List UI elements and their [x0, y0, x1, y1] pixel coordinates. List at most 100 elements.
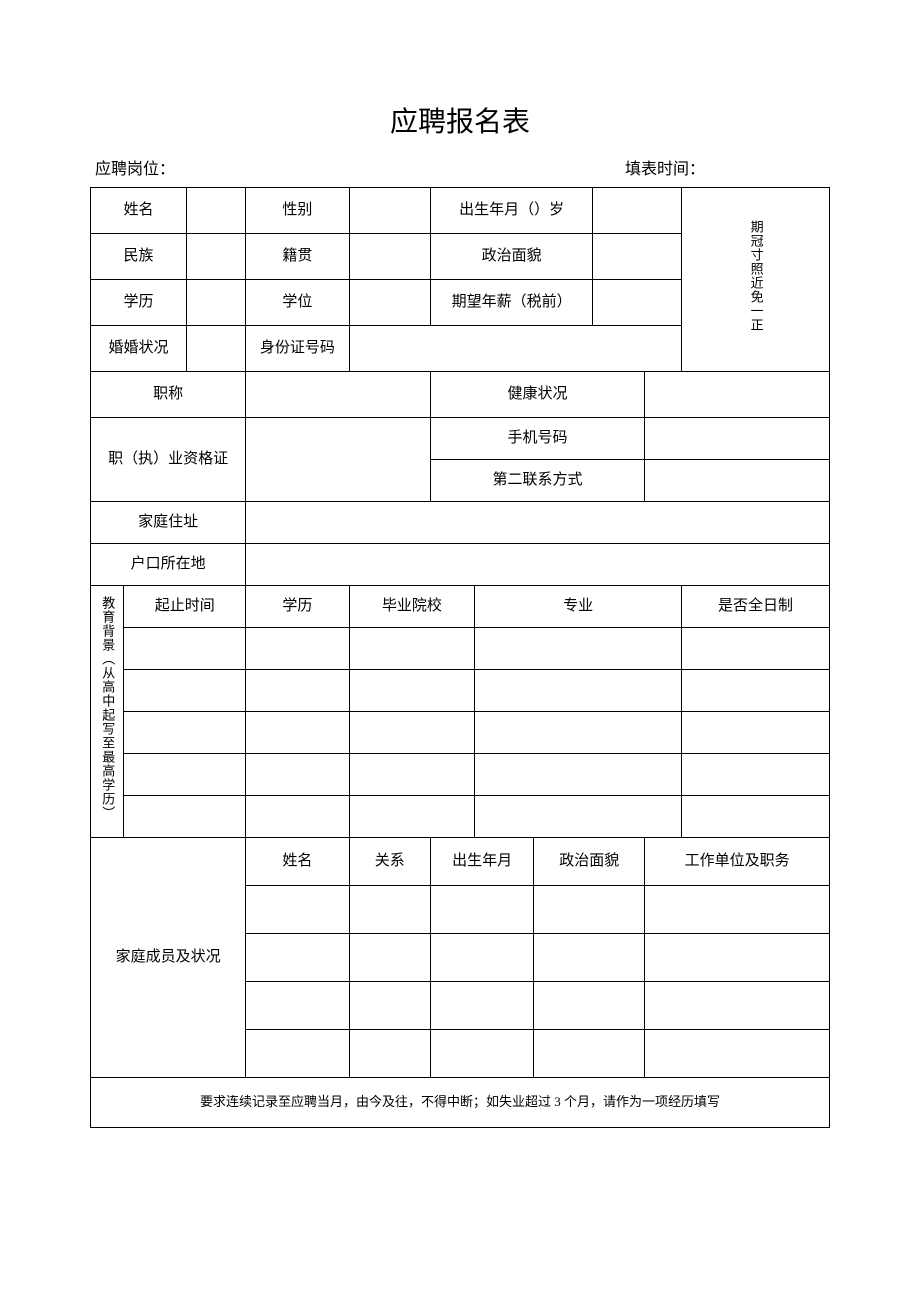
edu-row[interactable] [475, 670, 682, 712]
label-job-title: 职称 [91, 372, 246, 418]
edu-row[interactable] [246, 712, 349, 754]
edu-row[interactable] [124, 712, 246, 754]
position-label: 应聘岗位： [95, 155, 175, 179]
input-job-title[interactable] [246, 372, 431, 418]
input-id[interactable] [349, 326, 681, 372]
label-fam-name: 姓名 [246, 838, 349, 886]
edu-row[interactable] [246, 796, 349, 838]
input-mobile[interactable] [645, 418, 830, 460]
input-qualification[interactable] [246, 418, 431, 502]
fam-row[interactable] [349, 982, 430, 1030]
input-hukou[interactable] [246, 544, 830, 586]
form-title: 应聘报名表 [90, 100, 830, 140]
header-row: 应聘岗位： 填表时间： [90, 155, 830, 179]
edu-row[interactable] [349, 628, 475, 670]
label-birth: 出生年月（）岁 [430, 188, 593, 234]
edu-row[interactable] [682, 712, 830, 754]
input-ethnicity[interactable] [187, 234, 246, 280]
label-education: 学历 [91, 280, 187, 326]
label-fulltime: 是否全日制 [682, 586, 830, 628]
label-native-place: 籍贯 [246, 234, 349, 280]
edu-row[interactable] [349, 754, 475, 796]
input-education[interactable] [187, 280, 246, 326]
input-home-address[interactable] [246, 502, 830, 544]
label-id: 身份证号码 [246, 326, 349, 372]
edu-row[interactable] [682, 754, 830, 796]
fam-row[interactable] [430, 934, 533, 982]
photo-area[interactable]: 期冠寸照近免一正 [682, 188, 830, 372]
label-gender: 性别 [246, 188, 349, 234]
fam-row[interactable] [349, 934, 430, 982]
input-native-place[interactable] [349, 234, 430, 280]
edu-row[interactable] [246, 628, 349, 670]
label-period: 起止时间 [124, 586, 246, 628]
fam-row[interactable] [349, 886, 430, 934]
label-marital: 婚婚状况 [91, 326, 187, 372]
edu-row[interactable] [349, 712, 475, 754]
edu-row[interactable] [124, 670, 246, 712]
edu-row[interactable] [124, 628, 246, 670]
input-degree[interactable] [349, 280, 430, 326]
edu-row[interactable] [682, 796, 830, 838]
edu-row[interactable] [475, 628, 682, 670]
edu-row[interactable] [475, 712, 682, 754]
label-second-contact: 第二联系方式 [430, 460, 644, 502]
input-political[interactable] [593, 234, 682, 280]
input-gender[interactable] [349, 188, 430, 234]
label-fam-birth: 出生年月 [430, 838, 533, 886]
label-health: 健康状况 [430, 372, 644, 418]
input-birth[interactable] [593, 188, 682, 234]
photo-label: 期冠寸照近免一正 [746, 216, 764, 336]
fam-row[interactable] [645, 934, 830, 982]
label-hukou: 户口所在地 [91, 544, 246, 586]
input-salary[interactable] [593, 280, 682, 326]
fam-row[interactable] [534, 1030, 645, 1078]
label-fam-work: 工作单位及职务 [645, 838, 830, 886]
fam-row[interactable] [246, 982, 349, 1030]
input-marital[interactable] [187, 326, 246, 372]
fam-row[interactable] [430, 982, 533, 1030]
fam-row[interactable] [430, 1030, 533, 1078]
edu-row[interactable] [349, 796, 475, 838]
label-edu-background: 教育背景（从高中起写至最高学历） [91, 586, 124, 838]
fam-row[interactable] [430, 886, 533, 934]
fam-row[interactable] [534, 982, 645, 1030]
edu-row[interactable] [124, 796, 246, 838]
label-family: 家庭成员及状况 [91, 838, 246, 1078]
input-name[interactable] [187, 188, 246, 234]
edu-row[interactable] [349, 670, 475, 712]
edu-row[interactable] [475, 796, 682, 838]
edu-row[interactable] [682, 670, 830, 712]
label-edu-level: 学历 [246, 586, 349, 628]
label-home-address: 家庭住址 [91, 502, 246, 544]
fam-row[interactable] [645, 886, 830, 934]
label-mobile: 手机号码 [430, 418, 644, 460]
fam-row[interactable] [349, 1030, 430, 1078]
edu-row[interactable] [124, 754, 246, 796]
edu-row[interactable] [475, 754, 682, 796]
label-school: 毕业院校 [349, 586, 475, 628]
fam-row[interactable] [534, 934, 645, 982]
footnote: 要求连续记录至应聘当月，由今及往，不得中断；如失业超过 3 个月，请作为一项经历… [91, 1078, 830, 1128]
fam-row[interactable] [534, 886, 645, 934]
fam-row[interactable] [246, 886, 349, 934]
label-major: 专业 [475, 586, 682, 628]
label-fam-political: 政治面貌 [534, 838, 645, 886]
label-salary: 期望年薪（税前） [430, 280, 593, 326]
fam-row[interactable] [246, 934, 349, 982]
input-health[interactable] [645, 372, 830, 418]
fam-row[interactable] [645, 1030, 830, 1078]
label-name: 姓名 [91, 188, 187, 234]
edu-row[interactable] [246, 670, 349, 712]
edu-row[interactable] [246, 754, 349, 796]
label-relation: 关系 [349, 838, 430, 886]
fam-row[interactable] [246, 1030, 349, 1078]
fam-row[interactable] [645, 982, 830, 1030]
time-label: 填表时间： [625, 155, 825, 179]
edu-row[interactable] [682, 628, 830, 670]
label-degree: 学位 [246, 280, 349, 326]
label-political: 政治面貌 [430, 234, 593, 280]
label-qualification: 职（执）业资格证 [91, 418, 246, 502]
application-form-table: 姓名 性别 出生年月（）岁 期冠寸照近免一正 民族 籍贯 政治面貌 学历 学位 … [90, 187, 830, 1128]
input-second-contact[interactable] [645, 460, 830, 502]
